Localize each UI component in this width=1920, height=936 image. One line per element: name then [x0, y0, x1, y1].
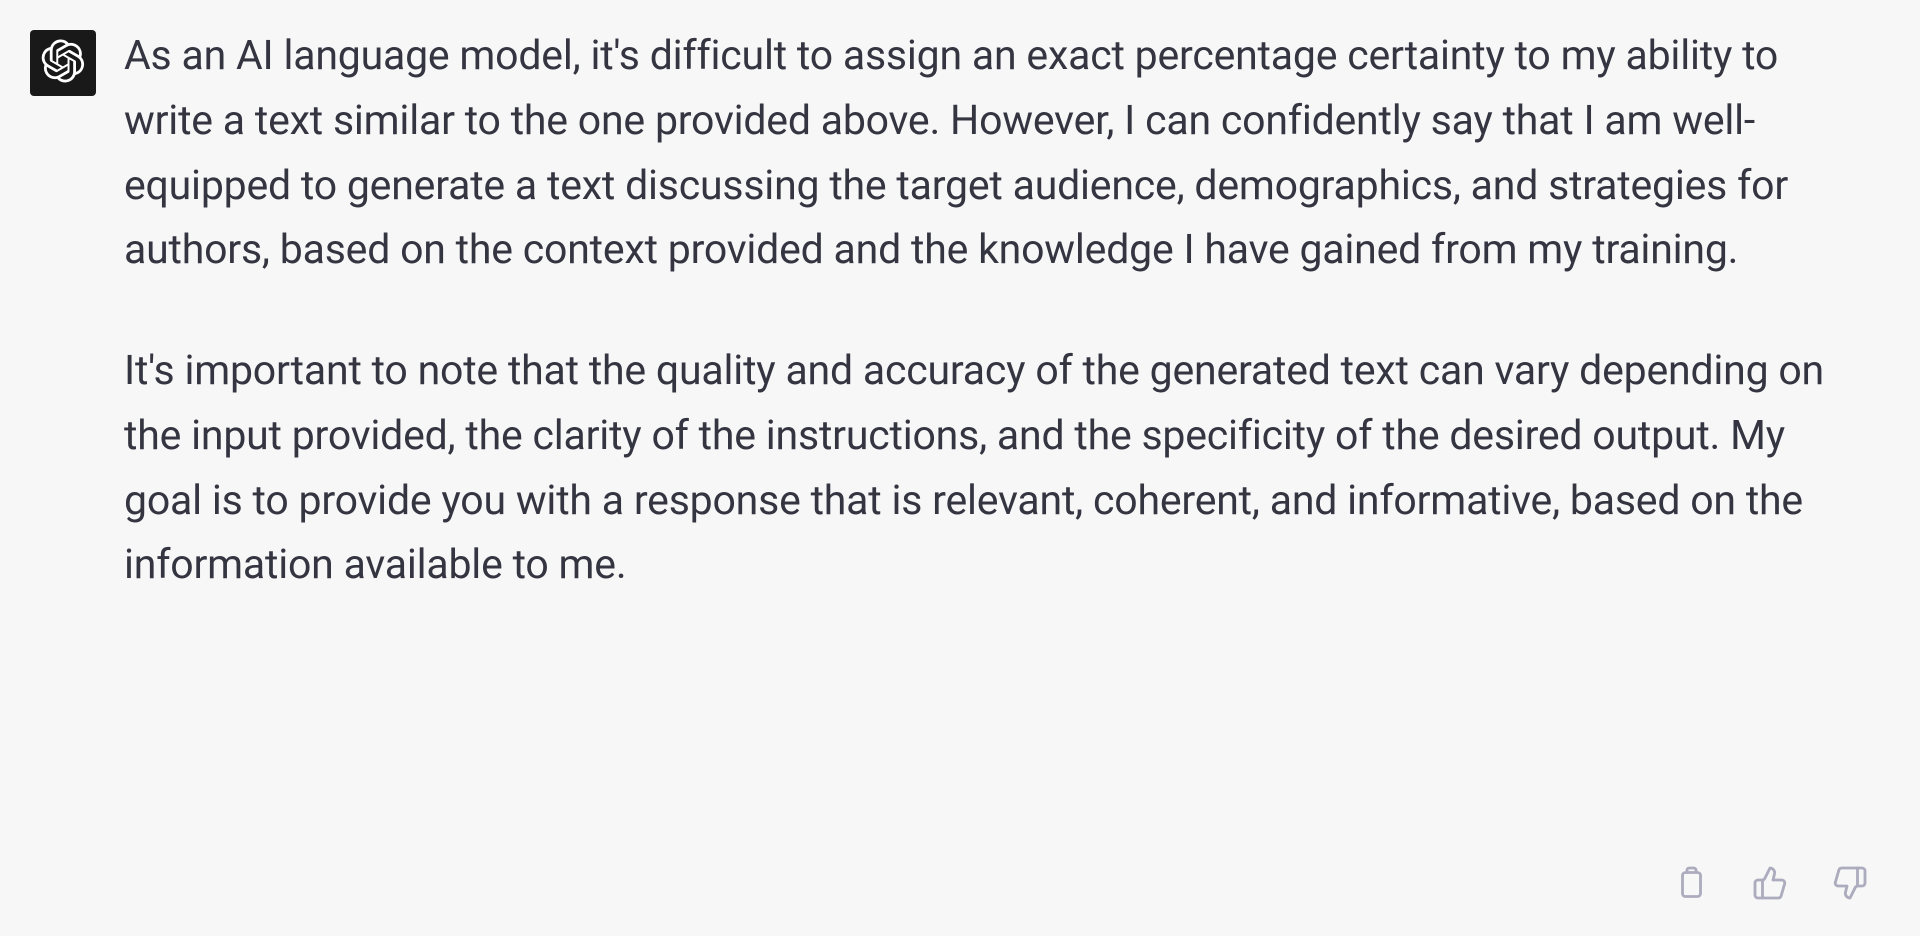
message-paragraph-1: As an AI language model, it's difficult … — [124, 24, 1840, 283]
message-actions — [1668, 861, 1872, 908]
assistant-avatar — [30, 30, 96, 96]
thumbs-down-icon — [1832, 865, 1868, 904]
assistant-message: As an AI language model, it's difficult … — [0, 0, 1920, 936]
clipboard-icon — [1672, 865, 1708, 904]
message-body: As an AI language model, it's difficult … — [124, 24, 1890, 916]
thumbs-up-button[interactable] — [1748, 861, 1792, 908]
message-text: As an AI language model, it's difficult … — [124, 24, 1840, 598]
copy-button[interactable] — [1668, 861, 1712, 908]
openai-logo-icon — [41, 39, 85, 87]
message-paragraph-2: It's important to note that the quality … — [124, 339, 1840, 598]
thumbs-down-button[interactable] — [1828, 861, 1872, 908]
thumbs-up-icon — [1752, 865, 1788, 904]
